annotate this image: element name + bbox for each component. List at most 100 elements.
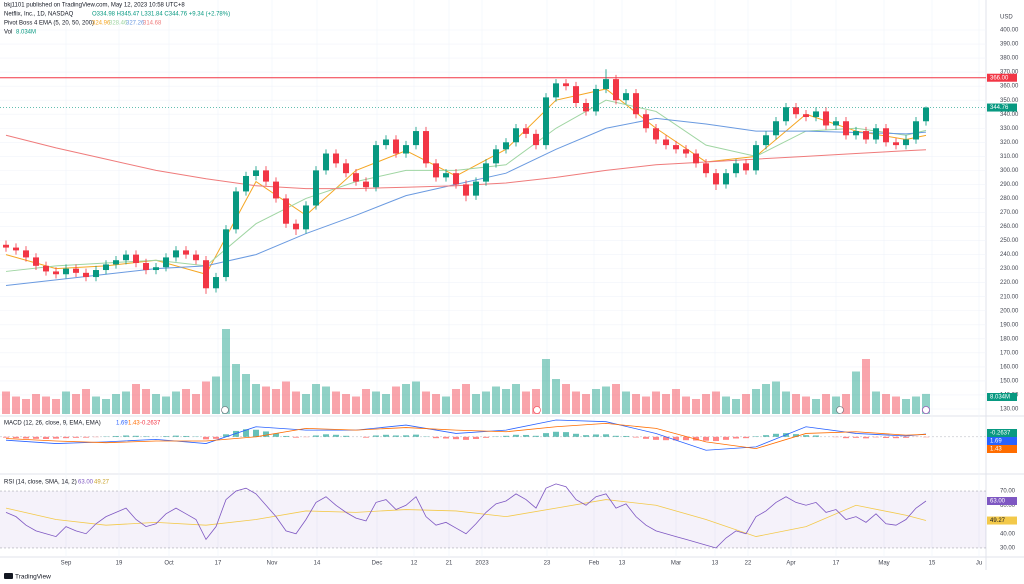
candle-body	[633, 93, 639, 115]
candle-body	[243, 175, 249, 192]
volume-bar	[842, 394, 850, 414]
candle-body	[143, 263, 149, 271]
macd-histogram-bar	[623, 435, 629, 437]
x-tick-label: 17	[215, 561, 222, 567]
candle-body	[423, 131, 429, 164]
volume-bar	[672, 389, 680, 414]
volume-bar	[632, 394, 640, 414]
candle-body	[893, 142, 899, 146]
macd-histogram-bar	[893, 436, 899, 439]
macd-histogram-bar	[703, 436, 709, 441]
candle-body	[93, 270, 99, 278]
y-tick-label: 330.00	[1000, 126, 1019, 132]
volume-bar	[202, 381, 210, 414]
volume-bar	[102, 399, 110, 414]
candle-body	[213, 277, 219, 289]
candle-body	[483, 163, 489, 182]
candle-body	[733, 163, 739, 174]
y-tick-label: 250.00	[1000, 238, 1019, 244]
macd-value-label: 1.43	[990, 447, 1002, 453]
rsi-ma-label: 49.27	[990, 518, 1006, 524]
candle-body	[113, 260, 119, 265]
candle-body	[783, 107, 789, 122]
ema-legend-value: 327.26	[126, 21, 145, 27]
earnings-marker[interactable]	[836, 406, 844, 414]
volume-bar	[382, 394, 390, 414]
candle-body	[443, 173, 449, 178]
volume-bar	[242, 374, 250, 414]
candle-body	[333, 153, 339, 164]
macd-histogram-bar	[723, 436, 729, 440]
candle-body	[283, 198, 289, 224]
volume-bar	[422, 391, 430, 414]
y-tick-label: 260.00	[1000, 224, 1019, 230]
volume-bar	[62, 391, 70, 414]
volume-bar	[732, 399, 740, 414]
volume-bar	[912, 396, 920, 414]
macd-histogram-bar	[853, 436, 859, 438]
earnings-marker[interactable]	[221, 406, 229, 414]
candle-body	[43, 265, 49, 272]
macd-histogram-bar	[53, 436, 59, 439]
macd-value-label: -0.2637	[990, 431, 1011, 437]
macd-histogram-bar	[583, 435, 589, 437]
macd-legend-value: 1.69	[116, 421, 128, 427]
candle-body	[413, 131, 419, 146]
candle-body	[563, 83, 569, 87]
candle-body	[393, 139, 399, 154]
volume-bar	[522, 391, 530, 414]
volume-bar	[212, 376, 220, 414]
event-marker[interactable]	[922, 406, 930, 414]
volume-bar	[922, 393, 930, 414]
candle-body	[923, 107, 929, 122]
candle-body	[253, 170, 259, 176]
earnings-marker[interactable]	[533, 406, 541, 414]
candle-body	[913, 121, 919, 140]
candle-body	[833, 121, 839, 126]
y-tick-label: 170.00	[1000, 350, 1019, 356]
macd-histogram-bar	[323, 434, 329, 437]
macd-histogram-bar	[293, 436, 299, 438]
volume-bar	[752, 389, 760, 414]
volume-bar	[802, 396, 810, 414]
volume-bar	[92, 396, 100, 414]
volume-bar	[332, 391, 340, 414]
rsi-tick-label: 60.00	[1000, 503, 1016, 509]
macd-title: MACD (12, 26, close, 9, EMA, EMA)	[4, 421, 101, 427]
candle-body	[853, 131, 859, 136]
rsi-ma-box	[987, 516, 1017, 525]
macd-value-box	[987, 437, 1017, 445]
macd-histogram-bar	[393, 435, 399, 437]
x-tick-label: 14	[314, 561, 321, 567]
candle-body	[163, 257, 169, 268]
candle-body	[153, 267, 159, 271]
rsi-tick-label: 40.00	[1000, 531, 1016, 537]
volume-bar	[142, 389, 150, 414]
macd-histogram-bar	[653, 436, 659, 440]
macd-histogram-bar	[313, 435, 319, 437]
macd-histogram-bar	[673, 436, 679, 441]
macd-histogram-bar	[533, 435, 539, 437]
volume-bar	[642, 396, 650, 414]
volume-bar	[772, 381, 780, 414]
candle-body	[23, 250, 29, 258]
macd-histogram-bar	[453, 436, 459, 440]
volume-bar	[692, 399, 700, 414]
y-tick-label: 180.00	[1000, 336, 1019, 342]
volume-bar	[352, 396, 360, 414]
ema-legend-value: 324.96	[92, 21, 111, 27]
volume-label: 8.034M	[990, 395, 1010, 401]
candle-body	[453, 173, 459, 185]
macd-histogram-bar	[43, 436, 49, 440]
ema-line	[5, 117, 927, 286]
currency: USD	[1000, 15, 1013, 21]
y-tick-label: 360.00	[1000, 84, 1019, 90]
macd-histogram-bar	[473, 436, 479, 440]
x-tick-label: May	[878, 561, 889, 567]
x-tick-label: Nov	[267, 561, 278, 567]
y-tick-label: 130.00	[1000, 407, 1019, 413]
x-tick-label: 15	[929, 561, 936, 567]
y-tick-label: 190.00	[1000, 322, 1019, 328]
volume-bar	[862, 359, 870, 414]
candle-body	[843, 121, 849, 136]
